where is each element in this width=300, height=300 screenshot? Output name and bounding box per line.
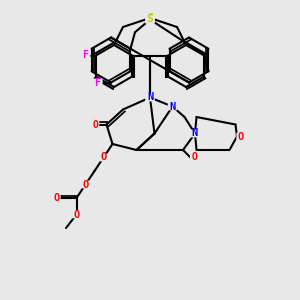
FancyBboxPatch shape: [190, 130, 200, 137]
FancyBboxPatch shape: [145, 14, 155, 22]
Text: N: N: [147, 92, 153, 103]
Text: O: O: [191, 152, 197, 163]
Text: O: O: [92, 119, 98, 130]
FancyBboxPatch shape: [145, 15, 155, 24]
FancyBboxPatch shape: [145, 94, 155, 101]
FancyBboxPatch shape: [52, 194, 61, 202]
FancyBboxPatch shape: [91, 121, 99, 128]
Text: S: S: [147, 13, 153, 23]
Text: O: O: [53, 193, 59, 203]
FancyBboxPatch shape: [99, 154, 108, 161]
FancyBboxPatch shape: [236, 133, 245, 140]
Text: F: F: [82, 50, 88, 61]
Text: O: O: [238, 131, 244, 142]
Text: O: O: [74, 209, 80, 220]
Text: N: N: [192, 128, 198, 139]
Text: N: N: [169, 101, 175, 112]
FancyBboxPatch shape: [190, 154, 198, 161]
Text: S: S: [147, 14, 153, 25]
FancyBboxPatch shape: [92, 79, 103, 86]
FancyBboxPatch shape: [81, 181, 90, 188]
Text: O: O: [100, 152, 106, 163]
FancyBboxPatch shape: [168, 103, 177, 110]
FancyBboxPatch shape: [80, 51, 90, 60]
Text: F: F: [94, 77, 100, 88]
FancyBboxPatch shape: [72, 211, 81, 218]
Text: O: O: [82, 179, 88, 190]
